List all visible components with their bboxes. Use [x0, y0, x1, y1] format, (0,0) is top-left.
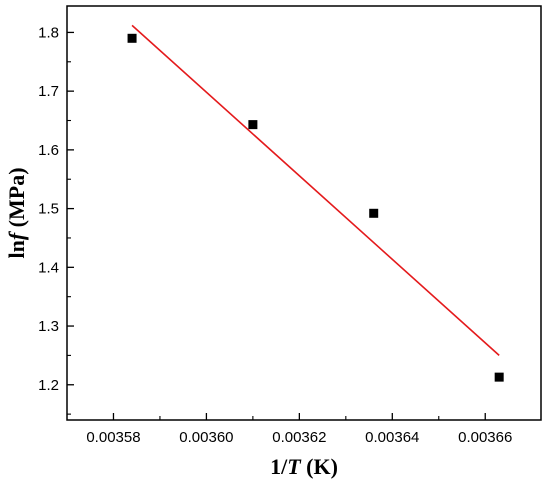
x-tick-label: 0.00360 [179, 429, 233, 446]
y-tick-label: 1.8 [38, 24, 59, 41]
y-tick-label: 1.2 [38, 377, 59, 394]
data-point [369, 208, 379, 218]
x-axis-title: 1/T (K) [270, 454, 338, 479]
y-tick-label: 1.4 [38, 259, 59, 276]
y-tick-label: 1.6 [38, 142, 59, 159]
plot-frame [66, 5, 542, 421]
y-tick-label: 1.3 [38, 318, 59, 335]
data-points [127, 33, 504, 382]
x-axis: 0.00358 0.00360 0.00362 0.00364 0.00366 [86, 413, 512, 446]
fit-line-group [131, 24, 500, 356]
y-tick-label: 1.5 [38, 201, 59, 218]
data-point [127, 33, 137, 43]
data-point [494, 372, 504, 382]
y-tick-label: 1.7 [38, 83, 59, 100]
x-tick-label: 0.00366 [458, 429, 512, 446]
data-point [248, 120, 258, 130]
x-tick-label: 0.00358 [86, 429, 140, 446]
y-axis: 1.2 1.3 1.4 1.5 1.6 1.7 1.8 [38, 24, 74, 415]
x-tick-label: 0.00364 [365, 429, 419, 446]
y-axis-title: lnf (MPa) [4, 167, 29, 258]
x-tick-label: 0.00362 [272, 429, 326, 446]
fit-line [131, 24, 500, 356]
